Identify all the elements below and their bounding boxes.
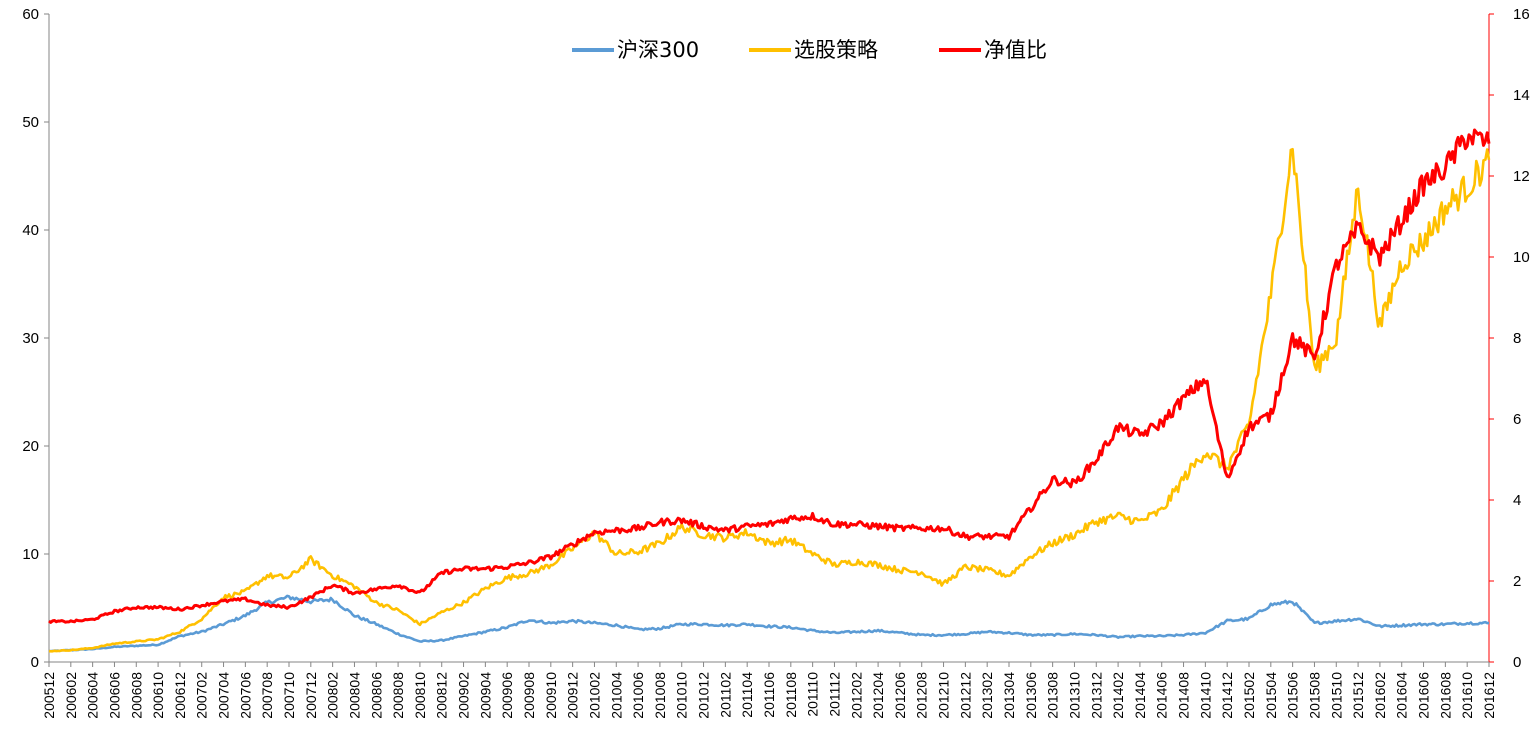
legend-label: 选股策略: [794, 38, 878, 62]
x-tick-label: 201208: [914, 672, 930, 719]
x-tick-label: 201104: [739, 672, 755, 718]
x-tick-label: 201206: [892, 672, 908, 719]
x-tick-label: 200810: [412, 672, 428, 719]
x-tick-label: 201108: [783, 672, 799, 718]
x-tick-label: 201306: [1023, 672, 1039, 719]
x-tick-label: 201408: [1176, 672, 1192, 719]
x-tick-label: 200812: [434, 672, 450, 719]
series-line-net-value-ratio: [48, 128, 1491, 624]
x-tick-label: 200708: [259, 672, 275, 719]
x-tick-label: 201602: [1372, 672, 1388, 719]
x-tick-label: 200908: [521, 672, 537, 719]
x-tick-label: 201006: [630, 672, 646, 719]
x-tick-label: 201112: [826, 672, 842, 717]
x-tick-label: 200902: [456, 672, 472, 719]
x-tick-label: 200912: [565, 672, 581, 719]
x-tick-label: 200808: [390, 672, 406, 719]
x-tick-label: 200910: [543, 672, 559, 719]
x-tick-label: 201406: [1154, 672, 1170, 719]
x-tick-label: 201210: [936, 672, 952, 719]
x-tick-label: 201410: [1197, 672, 1213, 719]
x-tick-label: 201512: [1350, 672, 1366, 719]
x-tick-label: 201606: [1416, 672, 1432, 719]
x-tick-label: 200604: [85, 672, 101, 719]
x-tick-label: 201012: [696, 672, 712, 719]
left-y-tick-label: 60: [22, 6, 39, 23]
legend-label: 沪深300: [617, 38, 699, 62]
x-tick-label: 201312: [1088, 672, 1104, 719]
x-tick-label: 200610: [150, 672, 166, 719]
right-y-tick-label: 4: [1513, 492, 1521, 509]
left-y-tick-label: 30: [22, 330, 39, 347]
right-y-tick-label: 2: [1513, 573, 1521, 590]
x-tick-label: 201110: [805, 672, 821, 717]
left-y-tick-label: 50: [22, 114, 39, 131]
right-y-tick-label: 8: [1513, 330, 1521, 347]
x-tick-label: 200612: [172, 672, 188, 719]
x-tick-label: 200712: [303, 672, 319, 719]
x-tick-label: 201102: [717, 672, 733, 718]
x-tick-label: 200608: [128, 672, 144, 719]
x-tick-label: 201404: [1132, 672, 1148, 719]
x-tick-label: 201310: [1066, 672, 1082, 719]
x-tick-label: 201604: [1394, 672, 1410, 719]
left-y-tick-label: 0: [31, 654, 39, 671]
x-tick-label: 201004: [608, 672, 624, 719]
x-tick-label: 200804: [346, 672, 362, 719]
x-tick-label: 201612: [1481, 672, 1497, 719]
right-y-tick-label: 0: [1513, 654, 1521, 671]
x-tick-label: 200512: [41, 672, 57, 719]
right-y-tick-label: 14: [1513, 87, 1530, 104]
right-y-tick-label: 12: [1513, 168, 1530, 185]
x-tick-label: 200802: [325, 672, 341, 719]
left-y-tick-label: 20: [22, 438, 39, 455]
x-tick-label: 201412: [1219, 672, 1235, 719]
x-tick-label: 200706: [237, 672, 253, 719]
right-y-tick-label: 16: [1513, 6, 1530, 23]
x-tick-label: 201202: [848, 672, 864, 719]
x-tick-label: 200904: [477, 672, 493, 719]
x-tick-label: 201504: [1263, 672, 1279, 719]
x-tick-label: 201010: [674, 672, 690, 719]
left-y-tick-label: 40: [22, 222, 39, 239]
x-tick-label: 200704: [216, 672, 232, 719]
x-tick-label: 201204: [870, 672, 886, 719]
series-line-csi300: [48, 594, 1489, 653]
x-tick-label: 201212: [957, 672, 973, 719]
x-tick-label: 201502: [1241, 672, 1257, 719]
x-tick-label: 200702: [194, 672, 210, 719]
x-tick-label: 201610: [1459, 672, 1475, 719]
right-y-tick-label: 6: [1513, 411, 1521, 428]
x-tick-label: 200906: [499, 672, 515, 719]
left-y-tick-label: 10: [22, 546, 39, 563]
x-tick-label: 201402: [1110, 672, 1126, 719]
legend-label: 净值比: [984, 38, 1047, 62]
x-tick-label: 201304: [1001, 672, 1017, 719]
series-line-stock-selection: [48, 147, 1491, 653]
x-tick-label: 201008: [652, 672, 668, 719]
x-tick-label: 200606: [106, 672, 122, 719]
x-tick-label: 200806: [368, 672, 384, 719]
x-tick-label: 201508: [1306, 672, 1322, 719]
x-tick-label: 201106: [761, 672, 777, 718]
x-tick-label: 201506: [1285, 672, 1301, 719]
x-tick-label: 201510: [1328, 672, 1344, 719]
right-y-tick-label: 10: [1513, 249, 1530, 266]
x-tick-label: 200602: [63, 672, 79, 719]
x-tick-label: 201002: [586, 672, 602, 719]
x-tick-label: 201608: [1437, 672, 1453, 719]
x-tick-label: 200710: [281, 672, 297, 719]
x-tick-label: 201302: [979, 672, 995, 719]
x-tick-label: 201308: [1045, 672, 1061, 719]
